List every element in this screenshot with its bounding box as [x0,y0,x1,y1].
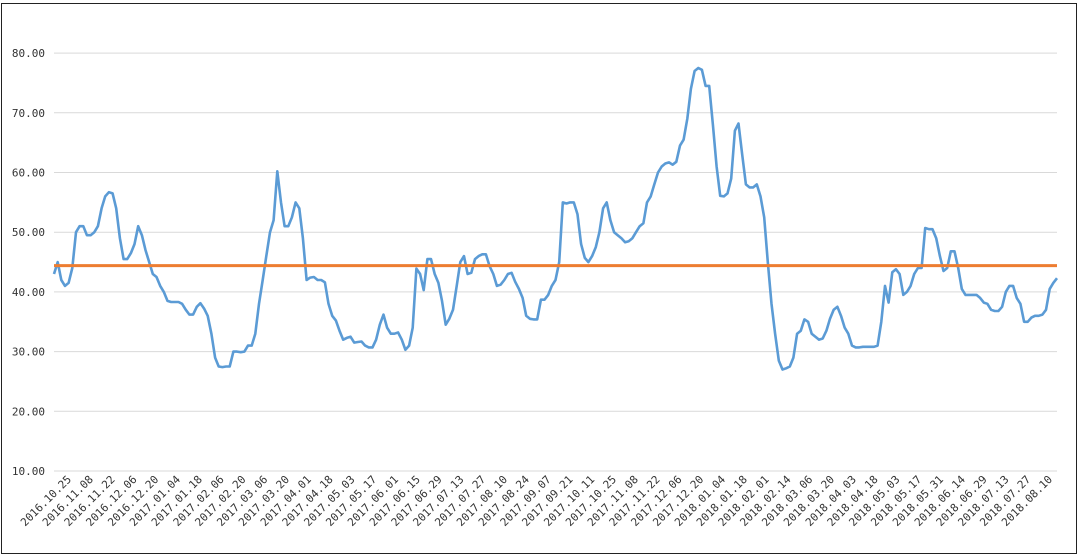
y-tick-label: 20.00 [12,405,45,418]
chart-frame [1,3,1077,554]
y-tick-label: 10.00 [12,465,45,478]
x-axis-ticks: 2016.10.252016.11.082016.11.222016.12.06… [18,473,1055,529]
y-tick-label: 70.00 [12,107,45,120]
y-tick-label: 80.00 [12,47,45,60]
y-tick-label: 50.00 [12,226,45,239]
grid-lines [54,52,1057,472]
y-tick-label: 40.00 [12,286,45,299]
y-tick-label: 60.00 [12,167,45,180]
y-tick-label: 30.00 [12,346,45,359]
series-line [52,66,1059,371]
y-axis-ticks: 10.00 20.00 30.00 40.00 50.00 60.00 70.00 80.00 [12,47,45,478]
